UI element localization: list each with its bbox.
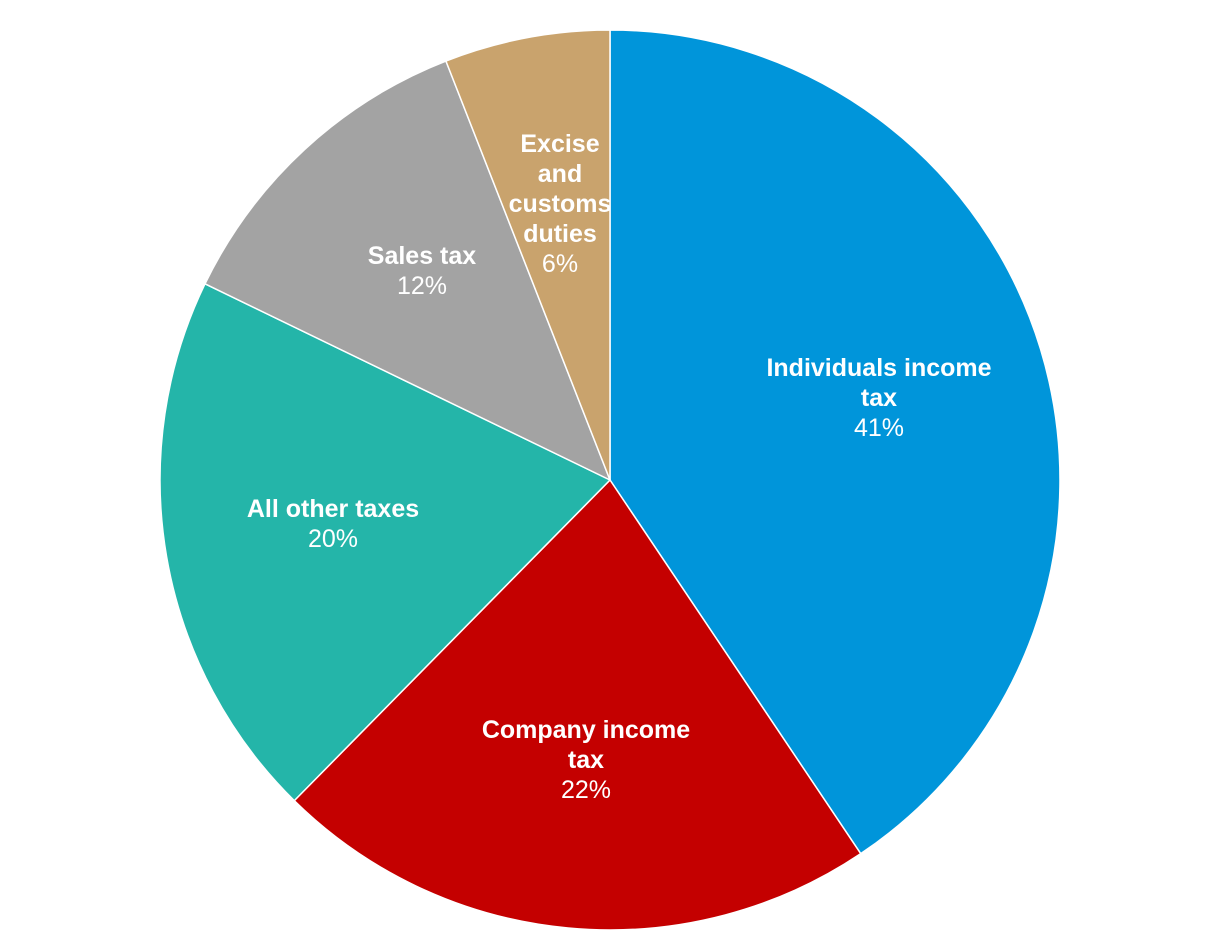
slice-name-line: Sales tax [368,242,477,270]
slice-name-line: Company income [482,716,690,744]
slice-name-line: Individuals income [766,354,991,382]
slice-name-line: Excise [520,130,599,158]
slice-name-line: All other taxes [247,495,419,523]
slice-percent-label: 22% [561,776,611,804]
pie-slice-company-income-tax [293,479,862,931]
pie-slice-sales-tax [204,60,611,481]
pie-slices [159,29,1061,931]
slice-percent-label: 20% [308,525,358,553]
slice-percent-label: 12% [397,272,447,300]
pie-slice-all-other-taxes [159,283,611,802]
slice-name-line: tax [568,746,604,774]
slice-name-line: customs [509,190,612,218]
slice-name-line: tax [861,384,897,412]
slice-percent-label: 41% [854,414,904,442]
slice-name-line: and [538,160,582,188]
pie-slice-individuals-income-tax [609,29,1061,855]
pie-slice-excise-and-customs-duties [445,29,611,481]
slice-percent-label: 6% [542,250,578,278]
slice-name-line: duties [523,220,597,248]
